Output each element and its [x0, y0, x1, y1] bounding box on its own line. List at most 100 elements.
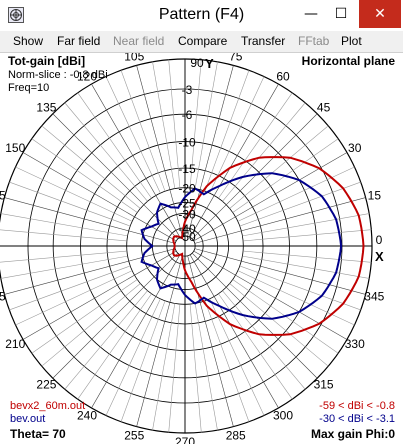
spoke-250 [120, 300, 166, 422]
spoke-235 [77, 293, 152, 400]
max-gain-label: Max gain Phi:0 [310, 427, 395, 441]
spoke-215 [31, 279, 138, 354]
polar-chart: 0153045607590105120135150165180195210225… [0, 53, 385, 444]
series-curve-0 [172, 156, 365, 336]
spoke-295 [209, 298, 265, 416]
spoke-290 [204, 300, 250, 422]
angle-label-330: 330 [345, 337, 365, 351]
spoke-120 [91, 83, 181, 238]
series-curve-1 [140, 172, 343, 320]
spoke-50 [222, 102, 306, 202]
menu-far-field[interactable]: Far field [57, 34, 101, 48]
angle-label-315: 315 [314, 378, 334, 392]
ring-label-4: -15 [178, 162, 196, 176]
spoke-230 [64, 290, 148, 390]
spoke-190 [0, 255, 128, 279]
angle-label-240: 240 [77, 409, 97, 423]
spoke-155 [15, 166, 133, 222]
menu-show[interactable]: Show [13, 34, 44, 48]
spoke-5 [243, 229, 372, 242]
menu-plot[interactable]: Plot [341, 34, 362, 48]
angle-label-30: 30 [348, 141, 362, 155]
minimize-button[interactable]: — [304, 6, 318, 22]
file-name-2: bev.out [10, 413, 46, 425]
ring-label-2: -6 [182, 108, 193, 122]
spoke-330 [193, 250, 348, 340]
spoke-285 [187, 255, 234, 427]
angle-label-75: 75 [229, 53, 243, 64]
angle-label-165: 165 [0, 188, 6, 202]
spoke-345 [194, 248, 366, 295]
spoke-225 [52, 252, 179, 379]
angle-label-195: 195 [0, 290, 6, 304]
theta-label: Theta= 70 [10, 427, 66, 441]
angle-label-150: 150 [5, 141, 25, 155]
menu-compare[interactable]: Compare [178, 34, 228, 48]
angle-label-210: 210 [5, 337, 25, 351]
ring-label-8: -40 [178, 222, 196, 236]
spoke-145 [31, 138, 138, 213]
file-range-2: -30 < dBi < -3.1 [319, 413, 395, 425]
spoke-10 [242, 213, 370, 237]
ring-label-3: -10 [178, 136, 196, 150]
spoke-185 [0, 250, 127, 263]
spoke-335 [237, 270, 355, 326]
freq-label: Freq=10 [8, 82, 50, 94]
spoke-205 [15, 270, 133, 326]
plot-area: 0153045607590105120135150165180195210225… [0, 53, 403, 444]
menu-near-field: Near field [113, 34, 165, 48]
gain-label: Tot-gain [dBi] [8, 54, 86, 68]
spoke-110 [120, 70, 166, 192]
spoke-60 [189, 83, 279, 238]
spoke-30 [193, 152, 348, 242]
angle-label-105: 105 [124, 53, 144, 64]
angle-label-0: 0 [376, 233, 383, 247]
ring-label-5: -20 [178, 182, 196, 196]
spoke-40 [229, 125, 329, 209]
angle-label-45: 45 [317, 100, 331, 114]
angle-label-15: 15 [368, 188, 382, 202]
spoke-135 [52, 113, 179, 240]
spoke-160 [9, 181, 131, 227]
spoke-275 [189, 304, 202, 433]
spoke-320 [229, 283, 329, 367]
spoke-125 [77, 92, 152, 199]
angle-label-255: 255 [124, 428, 144, 442]
spoke-80 [194, 61, 218, 189]
spoke-310 [222, 290, 306, 390]
spoke-165 [4, 197, 176, 244]
spoke-115 [105, 76, 161, 194]
angle-label-300: 300 [273, 409, 293, 423]
angle-label-225: 225 [36, 378, 56, 392]
maximize-button[interactable]: ☐ [334, 6, 348, 22]
spoke-280 [194, 303, 218, 431]
menu-fftab: FFtab [298, 34, 330, 48]
angle-label-90: 90 [190, 56, 204, 70]
spoke-130 [64, 102, 148, 202]
spoke-25 [237, 166, 355, 222]
title-bar[interactable]: Pattern (F4) — ☐ ✕ [0, 0, 403, 32]
angle-label-60: 60 [276, 69, 290, 83]
spoke-300 [189, 254, 279, 409]
spoke-315 [191, 252, 318, 379]
ring-label-1: -3 [182, 83, 193, 97]
spoke-70 [204, 70, 250, 192]
angle-label-285: 285 [226, 428, 246, 442]
menu-bar: Show Far field Near field Compare Transf… [0, 31, 403, 53]
spoke-100 [152, 61, 176, 189]
file-name-1: bevx2_60m.out [10, 400, 86, 412]
close-button[interactable]: ✕ [359, 0, 401, 28]
angle-label-270: 270 [175, 435, 195, 444]
angle-label-345: 345 [364, 290, 384, 304]
spoke-340 [239, 265, 361, 311]
angle-label-120: 120 [77, 69, 97, 83]
spoke-20 [239, 181, 361, 227]
ring-label-9: -50 [178, 230, 196, 244]
y-axis-letter: Y [205, 56, 214, 71]
ring-label-7: -30 [178, 207, 196, 221]
spoke-140 [41, 125, 141, 209]
spoke-350 [242, 255, 370, 279]
spoke-195 [4, 248, 176, 295]
menu-transfer[interactable]: Transfer [241, 34, 286, 48]
spoke-245 [105, 298, 161, 416]
